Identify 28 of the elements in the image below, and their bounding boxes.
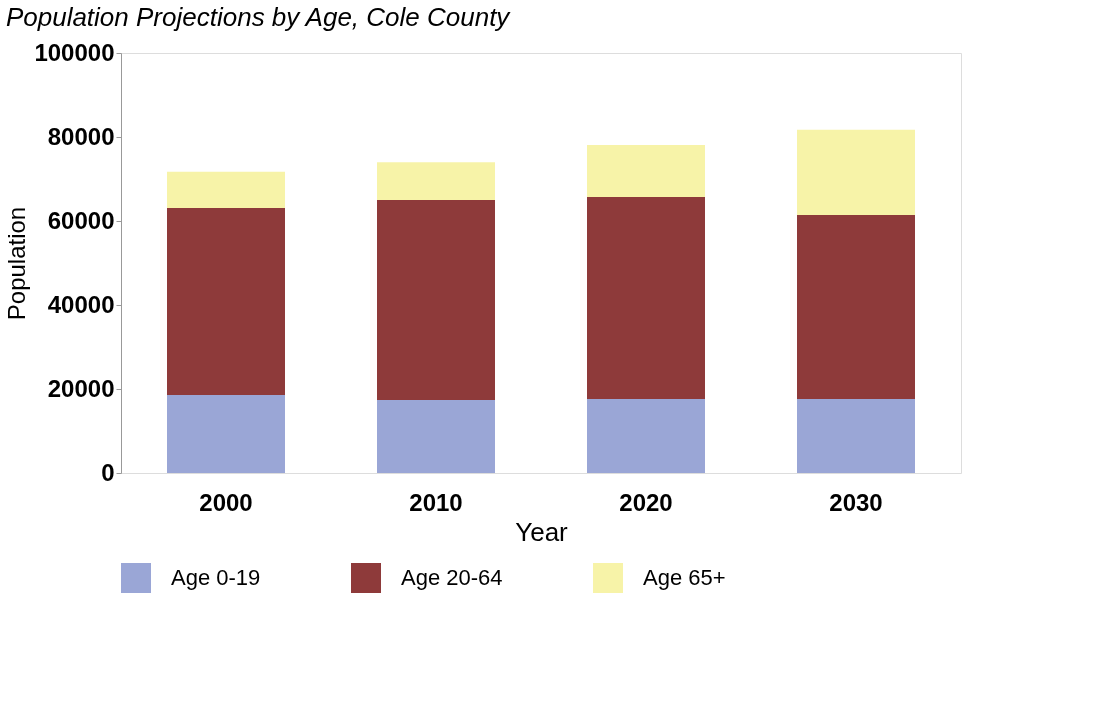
- legend-label: Age 20-64: [401, 565, 503, 590]
- bar: [797, 215, 915, 400]
- y-axis-title: Population: [3, 206, 31, 321]
- x-tick-label: 2010: [409, 488, 463, 516]
- x-tick-label: 2000: [199, 488, 253, 516]
- bar: [167, 207, 285, 395]
- y-tick-label: 60000: [47, 206, 115, 234]
- legend-label: Age 0-19: [171, 565, 261, 590]
- bar: [167, 394, 285, 473]
- bar: [167, 171, 285, 208]
- y-tick-label: 40000: [47, 290, 115, 318]
- x-axis-title: Year: [515, 516, 569, 547]
- bar: [587, 197, 705, 400]
- bar: [377, 200, 495, 400]
- x-tick-label: 2020: [619, 488, 673, 516]
- chart-title: Population Projections by Age, Cole County: [5, 2, 512, 32]
- bar: [797, 129, 915, 216]
- bar: [587, 399, 705, 473]
- y-tick-label: 100000: [34, 38, 115, 66]
- y-tick-label: 20000: [47, 374, 115, 402]
- y-tick-label: 0: [101, 458, 115, 486]
- legend-label: Age 65+: [643, 565, 726, 590]
- bar: [377, 399, 495, 473]
- y-tick-label: 80000: [47, 122, 115, 150]
- bar: [587, 144, 705, 198]
- bar: [377, 162, 495, 200]
- bar: [797, 399, 915, 473]
- x-tick-label: 2030: [829, 488, 883, 516]
